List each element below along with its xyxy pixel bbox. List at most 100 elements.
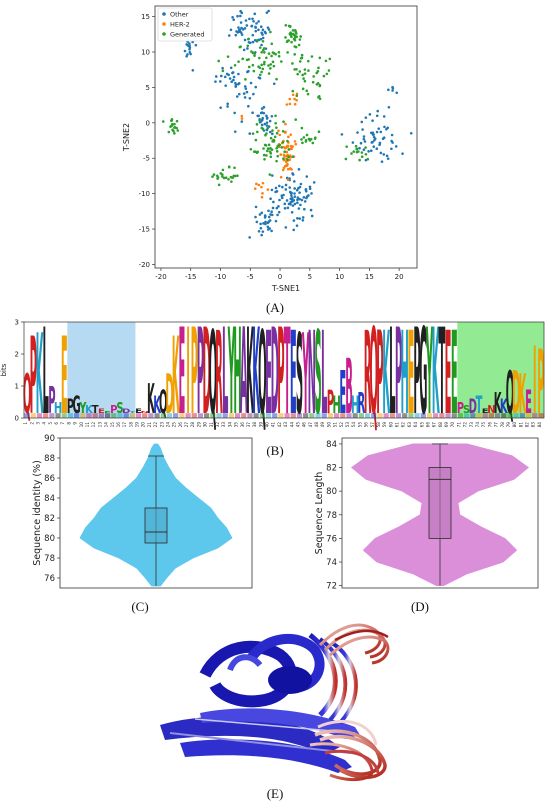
scatter-point xyxy=(327,69,331,72)
highlight-region xyxy=(67,322,136,418)
scatter-point xyxy=(280,60,283,63)
scatter-point xyxy=(285,150,289,154)
logo-minor-stack xyxy=(30,413,36,418)
scatter-point xyxy=(229,66,233,70)
scatter-point xyxy=(285,40,289,44)
scatter-point xyxy=(240,33,244,36)
logo-minor-stack xyxy=(197,413,204,418)
scatter-point xyxy=(362,135,366,138)
scatter-point xyxy=(265,11,269,14)
y-tick-label: -10 xyxy=(139,190,150,198)
scatter-point xyxy=(295,35,298,39)
scatter-point xyxy=(362,148,366,152)
scatter-point xyxy=(387,88,390,92)
scatter-point xyxy=(310,192,313,195)
scatter-point xyxy=(293,29,297,32)
logo-letter: K xyxy=(153,392,161,419)
scatter-point xyxy=(217,183,221,187)
logo-letter: S xyxy=(296,316,303,440)
scatter-point xyxy=(258,56,261,60)
scatter-point xyxy=(395,91,399,95)
scatter-point xyxy=(297,207,301,210)
y-tick-label: 90 xyxy=(44,434,55,444)
scatter-point xyxy=(262,105,266,109)
x-tick-label: 0 xyxy=(278,273,282,281)
scatter-point xyxy=(297,186,300,190)
scatter-point xyxy=(315,83,319,86)
scatter-point xyxy=(237,60,240,63)
scatter-point xyxy=(301,216,305,219)
scatter-point xyxy=(286,178,290,182)
scatter-point xyxy=(291,93,295,97)
logo-minor-stack xyxy=(222,413,228,418)
scatter-point xyxy=(270,54,273,58)
scatter-point xyxy=(304,188,308,192)
scatter-point xyxy=(251,40,255,44)
logo-minor-stack xyxy=(389,413,395,418)
scatter-point xyxy=(386,157,390,160)
scatter-point xyxy=(240,114,244,118)
scatter-point xyxy=(245,90,249,94)
scatter-point xyxy=(293,202,297,206)
legend-marker xyxy=(162,32,166,36)
scatter-point xyxy=(267,209,270,213)
scatter-point xyxy=(301,141,304,145)
scatter-point xyxy=(311,80,315,84)
scatter-point xyxy=(287,148,291,151)
scatter-point xyxy=(268,130,272,134)
logo-letter: K xyxy=(252,316,260,440)
scatter-point xyxy=(382,136,386,139)
scatter-point xyxy=(355,147,358,151)
scatter-point xyxy=(293,195,297,198)
logo-letter: Q xyxy=(159,383,167,421)
scatter-point xyxy=(303,79,307,83)
scatter-point xyxy=(218,80,222,83)
scatter-point xyxy=(175,126,178,130)
tsne-scatter-plot: -20 -15 -10 -5 0 5 10 15 20 -20 -15 -10 -5 0 5 10 15 T-SN… xyxy=(122,5,418,293)
scatter-point xyxy=(308,185,312,189)
scatter-point xyxy=(305,89,309,93)
position-label: 23 xyxy=(159,422,164,428)
scatter-point xyxy=(241,57,244,61)
scatter-point xyxy=(243,96,247,99)
scatter-point xyxy=(167,130,171,134)
scatter-point xyxy=(273,135,277,139)
scatter-point xyxy=(282,120,285,123)
position-label: 80 xyxy=(512,422,517,428)
position-label: 56 xyxy=(364,422,369,428)
scatter-point xyxy=(161,120,165,123)
logo-letter: Y xyxy=(78,400,87,418)
logo-minor-stack xyxy=(234,413,241,418)
length-violin-plot: 72 74 76 78 80 82 84 Sequence Length xyxy=(314,437,539,592)
scatter-point xyxy=(269,67,272,70)
y-tick-label: 74 xyxy=(326,558,337,568)
scatter-point xyxy=(234,33,238,37)
scatter-point xyxy=(269,155,273,159)
scatter-point xyxy=(242,48,246,52)
logo-minor-stack xyxy=(185,413,191,418)
logo-letter: Q xyxy=(258,316,266,440)
logo-minor-stack xyxy=(61,413,67,418)
scatter-point xyxy=(270,114,274,118)
scatter-point xyxy=(246,44,250,48)
scatter-point xyxy=(279,153,283,156)
logo-letter: P xyxy=(457,400,464,418)
logo-minor-stack xyxy=(519,413,525,418)
position-label: 25 xyxy=(172,422,177,428)
scatter-point xyxy=(274,186,278,190)
legend-entry: HER-2 xyxy=(170,21,190,29)
scatter-point xyxy=(264,133,267,137)
position-label: 32 xyxy=(215,422,220,428)
scatter-point xyxy=(264,222,267,226)
scatter-point xyxy=(370,131,373,135)
x-tick-label: 5 xyxy=(308,273,312,281)
scatter-point xyxy=(226,102,229,106)
scatter-point xyxy=(372,145,376,148)
logo-letter: L xyxy=(389,316,395,440)
scatter-point xyxy=(260,50,263,54)
scatter-point xyxy=(267,64,270,67)
scatter-point xyxy=(277,210,281,214)
scatter-point xyxy=(295,94,299,98)
scatter-point xyxy=(299,182,303,186)
